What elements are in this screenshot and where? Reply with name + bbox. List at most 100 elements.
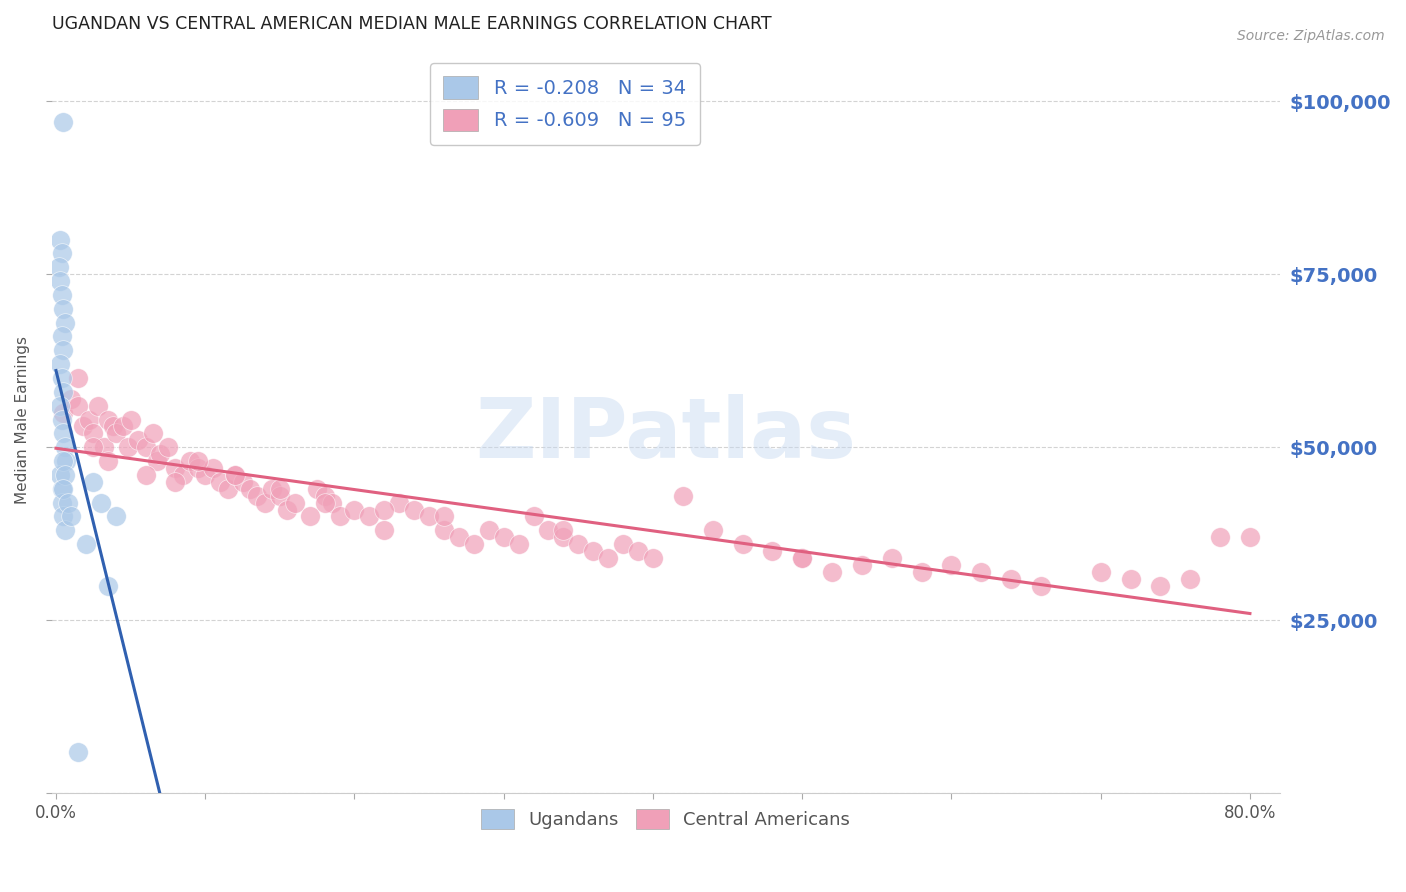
Point: [567, 537, 589, 551]
Legend: Ugandans, Central Americans: Ugandans, Central Americans: [474, 801, 858, 837]
Point: [52, 384, 75, 399]
Point: [56, 495, 79, 509]
Point: [127, 434, 149, 448]
Y-axis label: Median Male Earnings: Median Male Earnings: [15, 335, 30, 503]
Point: [1000, 572, 1022, 586]
Point: [246, 489, 269, 503]
Point: [253, 495, 276, 509]
Point: [821, 565, 844, 579]
Point: [447, 530, 470, 544]
Point: [75, 537, 97, 551]
Point: [612, 537, 634, 551]
Point: [522, 509, 544, 524]
Point: [67, 399, 90, 413]
Point: [269, 489, 291, 503]
Point: [1180, 572, 1202, 586]
Point: [53, 523, 76, 537]
Point: [276, 502, 298, 516]
Point: [343, 502, 366, 516]
Point: [314, 489, 336, 503]
Point: [77, 412, 100, 426]
Point: [67, 371, 90, 385]
Point: [51, 288, 73, 302]
Point: [941, 558, 963, 572]
Point: [52, 301, 75, 316]
Point: [269, 482, 291, 496]
Point: [53, 440, 76, 454]
Point: [492, 530, 515, 544]
Point: [55, 454, 77, 468]
Point: [101, 419, 124, 434]
Point: [59, 509, 82, 524]
Point: [224, 467, 246, 482]
Point: [418, 509, 440, 524]
Point: [53, 467, 76, 482]
Point: [49, 399, 72, 413]
Point: [433, 523, 456, 537]
Point: [201, 461, 224, 475]
Point: [194, 467, 217, 482]
Point: [627, 544, 650, 558]
Point: [67, 745, 90, 759]
Point: [51, 482, 73, 496]
Text: Source: ZipAtlas.com: Source: ZipAtlas.com: [1237, 29, 1385, 43]
Point: [49, 274, 72, 288]
Point: [120, 412, 142, 426]
Point: [598, 551, 620, 566]
Point: [165, 461, 187, 475]
Point: [224, 467, 246, 482]
Point: [52, 115, 75, 129]
Point: [404, 502, 426, 516]
Point: [508, 537, 530, 551]
Point: [52, 509, 75, 524]
Point: [553, 530, 575, 544]
Point: [232, 475, 254, 489]
Point: [52, 406, 75, 420]
Point: [284, 495, 307, 509]
Point: [53, 316, 76, 330]
Point: [373, 502, 395, 516]
Point: [1209, 530, 1232, 544]
Point: [187, 454, 209, 468]
Point: [149, 447, 172, 461]
Point: [48, 260, 70, 275]
Point: [761, 544, 783, 558]
Point: [792, 551, 814, 566]
Point: [51, 495, 73, 509]
Point: [553, 523, 575, 537]
Point: [49, 357, 72, 371]
Point: [49, 233, 72, 247]
Point: [52, 454, 75, 468]
Point: [478, 523, 501, 537]
Point: [59, 392, 82, 406]
Point: [146, 454, 169, 468]
Point: [463, 537, 485, 551]
Point: [262, 482, 284, 496]
Point: [217, 482, 239, 496]
Point: [72, 419, 94, 434]
Point: [49, 467, 72, 482]
Point: [104, 426, 127, 441]
Point: [359, 509, 381, 524]
Point: [321, 495, 343, 509]
Point: [433, 509, 456, 524]
Point: [135, 440, 157, 454]
Point: [537, 523, 560, 537]
Point: [51, 246, 73, 260]
Point: [97, 454, 120, 468]
Point: [1119, 572, 1142, 586]
Point: [388, 495, 411, 509]
Point: [792, 551, 814, 566]
Point: [90, 495, 112, 509]
Point: [239, 482, 262, 496]
Point: [82, 426, 104, 441]
Point: [51, 329, 73, 343]
Point: [307, 482, 329, 496]
Text: ZIPatlas: ZIPatlas: [475, 394, 856, 475]
Point: [165, 475, 187, 489]
Point: [93, 440, 115, 454]
Point: [702, 523, 724, 537]
Point: [51, 412, 73, 426]
Point: [82, 475, 104, 489]
Point: [582, 544, 605, 558]
